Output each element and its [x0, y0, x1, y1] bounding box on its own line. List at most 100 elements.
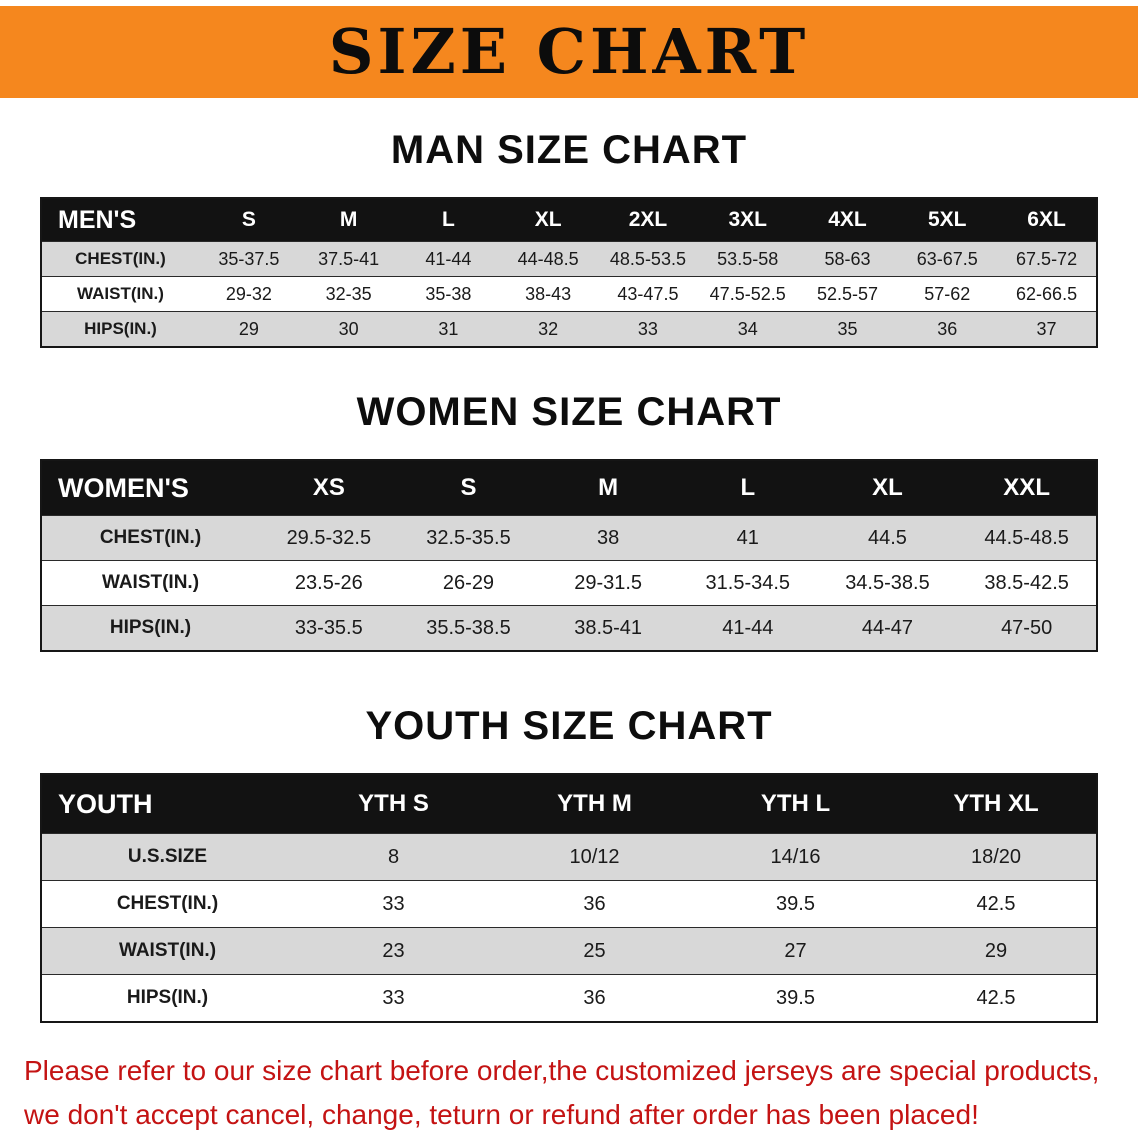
table-row: WAIST(IN.) 23 25 27 29 [41, 927, 1097, 975]
row-label-cell: CHEST(IN.) [41, 515, 259, 561]
size-header-cell: YTH XL [896, 774, 1097, 834]
size-header-cell: YTH M [494, 774, 695, 834]
size-header-cell: L [677, 460, 818, 516]
table-row: CHEST(IN.) 35-37.5 37.5-41 41-44 44-48.5… [41, 241, 1097, 277]
size-value-cell: 63-67.5 [897, 241, 998, 277]
row-label-cell: CHEST(IN.) [41, 880, 293, 928]
size-header-cell: M [298, 198, 399, 242]
size-value-cell: 32.5-35.5 [398, 515, 539, 561]
size-header-cell: 3XL [697, 198, 798, 242]
size-value-cell: 33 [293, 974, 494, 1022]
youth-corner-header-cell: YOUTH [41, 774, 293, 834]
size-value-cell: 48.5-53.5 [598, 241, 698, 277]
size-value-cell: 36 [494, 974, 695, 1022]
size-value-cell: 8 [293, 833, 494, 881]
size-value-cell: 14/16 [695, 833, 896, 881]
size-value-cell: 29.5-32.5 [259, 515, 399, 561]
size-value-cell: 33-35.5 [259, 605, 399, 651]
size-chart-page: SIZE CHART MAN SIZE CHART MEN'S S M L XL… [0, 6, 1138, 1137]
size-header-cell: XL [498, 198, 599, 242]
banner: SIZE CHART [0, 6, 1138, 98]
men-section-heading: MAN SIZE CHART [390, 128, 748, 172]
size-value-cell: 37 [997, 311, 1097, 347]
table-row: HIPS(IN.) 33 36 39.5 42.5 [41, 974, 1097, 1022]
size-value-cell: 44-48.5 [498, 241, 599, 277]
table-row: WAIST(IN.) 23.5-26 26-29 29-31.5 31.5-34… [41, 560, 1097, 606]
men-header-row: MEN'S S M L XL 2XL 3XL 4XL 5XL 6XL [41, 198, 1097, 242]
men-corner-header-cell: MEN'S [41, 198, 199, 242]
table-row: CHEST(IN.) 33 36 39.5 42.5 [41, 880, 1097, 928]
size-header-cell: S [398, 460, 539, 516]
table-row: HIPS(IN.) 33-35.5 35.5-38.5 38.5-41 41-4… [41, 605, 1097, 651]
youth-section-heading: YOUTH SIZE CHART [365, 704, 773, 748]
size-value-cell: 37.5-41 [298, 241, 399, 277]
women-header-row: WOMEN'S XS S M L XL XXL [41, 460, 1097, 516]
size-value-cell: 27 [695, 927, 896, 975]
size-value-cell: 33 [598, 311, 698, 347]
size-value-cell: 29-32 [199, 276, 299, 312]
youth-size-table: YOUTH YTH S YTH M YTH L YTH XL U.S.SIZE … [40, 773, 1098, 1023]
size-value-cell: 38-43 [498, 276, 599, 312]
row-label-cell: HIPS(IN.) [41, 974, 293, 1022]
size-value-cell: 25 [494, 927, 695, 975]
size-value-cell: 67.5-72 [997, 241, 1097, 277]
size-value-cell: 34 [697, 311, 798, 347]
size-value-cell: 62-66.5 [997, 276, 1097, 312]
row-label-cell: WAIST(IN.) [41, 276, 199, 312]
size-header-cell: XS [259, 460, 399, 516]
size-value-cell: 35-38 [398, 276, 499, 312]
size-header-cell: 2XL [598, 198, 698, 242]
size-value-cell: 31 [398, 311, 499, 347]
size-header-cell: YTH L [695, 774, 896, 834]
size-value-cell: 39.5 [695, 974, 896, 1022]
size-value-cell: 36 [494, 880, 695, 928]
size-value-cell: 23 [293, 927, 494, 975]
row-label-cell: WAIST(IN.) [41, 560, 259, 606]
women-size-table: WOMEN'S XS S M L XL XXL CHEST(IN.) 29.5-… [40, 459, 1098, 652]
size-value-cell: 44.5-48.5 [957, 515, 1097, 561]
size-value-cell: 38.5-41 [538, 605, 678, 651]
size-value-cell: 38 [538, 515, 678, 561]
size-value-cell: 31.5-34.5 [677, 560, 818, 606]
size-value-cell: 29-31.5 [538, 560, 678, 606]
size-header-cell: 5XL [897, 198, 998, 242]
size-value-cell: 29 [199, 311, 299, 347]
size-value-cell: 29 [896, 927, 1097, 975]
size-value-cell: 35 [797, 311, 898, 347]
size-value-cell: 43-47.5 [598, 276, 698, 312]
size-value-cell: 18/20 [896, 833, 1097, 881]
size-value-cell: 33 [293, 880, 494, 928]
size-value-cell: 41 [677, 515, 818, 561]
page-title: SIZE CHART [328, 15, 810, 88]
size-header-cell: 6XL [997, 198, 1097, 242]
row-label-cell: U.S.SIZE [41, 833, 293, 881]
size-header-cell: YTH S [293, 774, 494, 834]
size-value-cell: 32 [498, 311, 599, 347]
table-row: CHEST(IN.) 29.5-32.5 32.5-35.5 38 41 44.… [41, 515, 1097, 561]
size-value-cell: 10/12 [494, 833, 695, 881]
row-label-cell: WAIST(IN.) [41, 927, 293, 975]
size-value-cell: 30 [298, 311, 399, 347]
row-label-cell: CHEST(IN.) [41, 241, 199, 277]
size-value-cell: 23.5-26 [259, 560, 399, 606]
size-header-cell: 4XL [797, 198, 898, 242]
size-value-cell: 32-35 [298, 276, 399, 312]
size-value-cell: 39.5 [695, 880, 896, 928]
size-value-cell: 42.5 [896, 974, 1097, 1022]
disclaimer-line-2: we don't accept cancel, change, teturn o… [24, 1099, 979, 1130]
size-value-cell: 35.5-38.5 [398, 605, 539, 651]
size-value-cell: 35-37.5 [199, 241, 299, 277]
men-size-table: MEN'S S M L XL 2XL 3XL 4XL 5XL 6XL CHEST… [40, 197, 1098, 348]
size-value-cell: 44.5 [817, 515, 958, 561]
size-value-cell: 36 [897, 311, 998, 347]
size-value-cell: 41-44 [677, 605, 818, 651]
size-value-cell: 34.5-38.5 [817, 560, 958, 606]
size-value-cell: 42.5 [896, 880, 1097, 928]
size-value-cell: 57-62 [897, 276, 998, 312]
table-row: HIPS(IN.) 29 30 31 32 33 34 35 36 37 [41, 311, 1097, 347]
row-label-cell: HIPS(IN.) [41, 311, 199, 347]
size-value-cell: 47-50 [957, 605, 1097, 651]
women-section-heading: WOMEN SIZE CHART [356, 390, 782, 434]
size-value-cell: 44-47 [817, 605, 958, 651]
size-header-cell: XXL [957, 460, 1097, 516]
